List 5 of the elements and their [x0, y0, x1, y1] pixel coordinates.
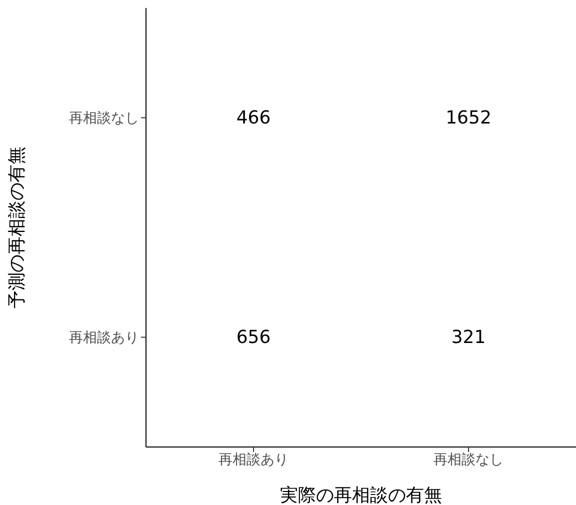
x-axis-title: 実際の再相談の有無 [280, 485, 442, 505]
data-label: 1652 [446, 107, 492, 128]
data-label: 321 [451, 326, 486, 348]
data-label: 466 [236, 107, 271, 128]
data-label: 656 [236, 326, 271, 348]
